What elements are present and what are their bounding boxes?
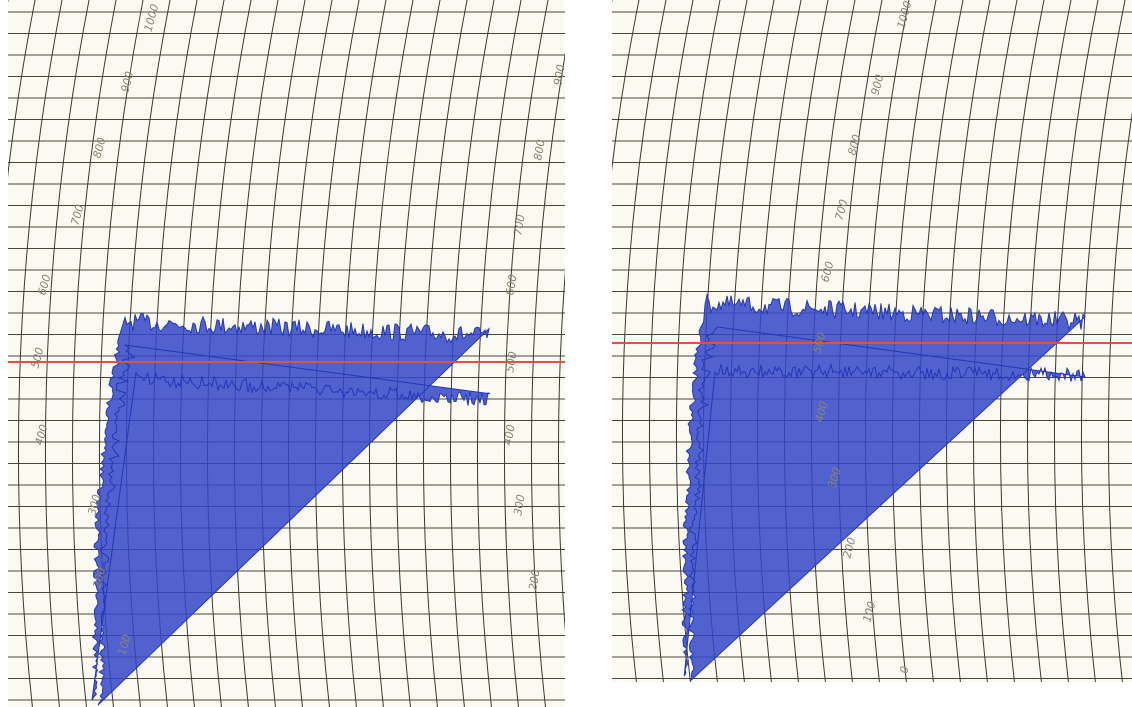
scale-label: 300: [86, 493, 104, 517]
scale-label: 800: [91, 136, 109, 160]
scale-label: 400: [33, 423, 51, 447]
scale-label: 200: [91, 566, 109, 590]
scale-label: 800: [846, 133, 864, 157]
scale-label: 300: [826, 466, 844, 490]
edge-label: 700: [511, 213, 527, 236]
grid-arc: [612, 0, 640, 172]
grid-arc: [1080, 0, 1126, 682]
scale-label: 700: [833, 198, 851, 222]
scale-label: 900: [119, 70, 137, 94]
scale-label: 400: [813, 400, 831, 424]
grid-arc: [8, 0, 9, 3]
scale-label: 500: [29, 346, 47, 370]
grid-arc: [675, 0, 721, 682]
edge-label: 500: [503, 350, 519, 373]
grid-arc: [648, 0, 694, 682]
grid-arc: [476, 0, 522, 707]
scale-label: 100: [116, 633, 134, 657]
grid-arc: [503, 0, 549, 707]
scale-label: 700: [69, 203, 87, 227]
grid-arc: [621, 0, 667, 682]
grid-arc: [612, 0, 613, 3]
grid-arc: [530, 52, 565, 707]
edge-label: 400: [501, 423, 517, 446]
grid-arc: [71, 0, 117, 707]
scale-label: 500: [811, 331, 829, 355]
scale-label: 600: [819, 260, 837, 284]
pen-trace: [681, 292, 1086, 682]
grid-arc: [557, 270, 565, 633]
edge-label: 200: [526, 568, 542, 591]
scale-label: 0: [897, 665, 911, 675]
edge-label: 300: [511, 493, 527, 516]
scale-label: 900: [869, 73, 887, 97]
scale-label: 100: [861, 600, 879, 624]
grid-arc: [1107, 112, 1132, 682]
panel-left: 1000900800700600500400300200100900800700…: [8, 0, 567, 707]
grid-arc: [44, 0, 90, 707]
pen-trace: [91, 312, 491, 706]
edge-label: 600: [503, 273, 519, 296]
edge-label: 900: [551, 63, 567, 86]
grid-arc: [17, 0, 63, 707]
scale-label: 200: [841, 536, 859, 560]
scale-label: 600: [36, 273, 54, 297]
edge-label: 800: [531, 138, 547, 161]
grid-arc: [8, 0, 36, 178]
